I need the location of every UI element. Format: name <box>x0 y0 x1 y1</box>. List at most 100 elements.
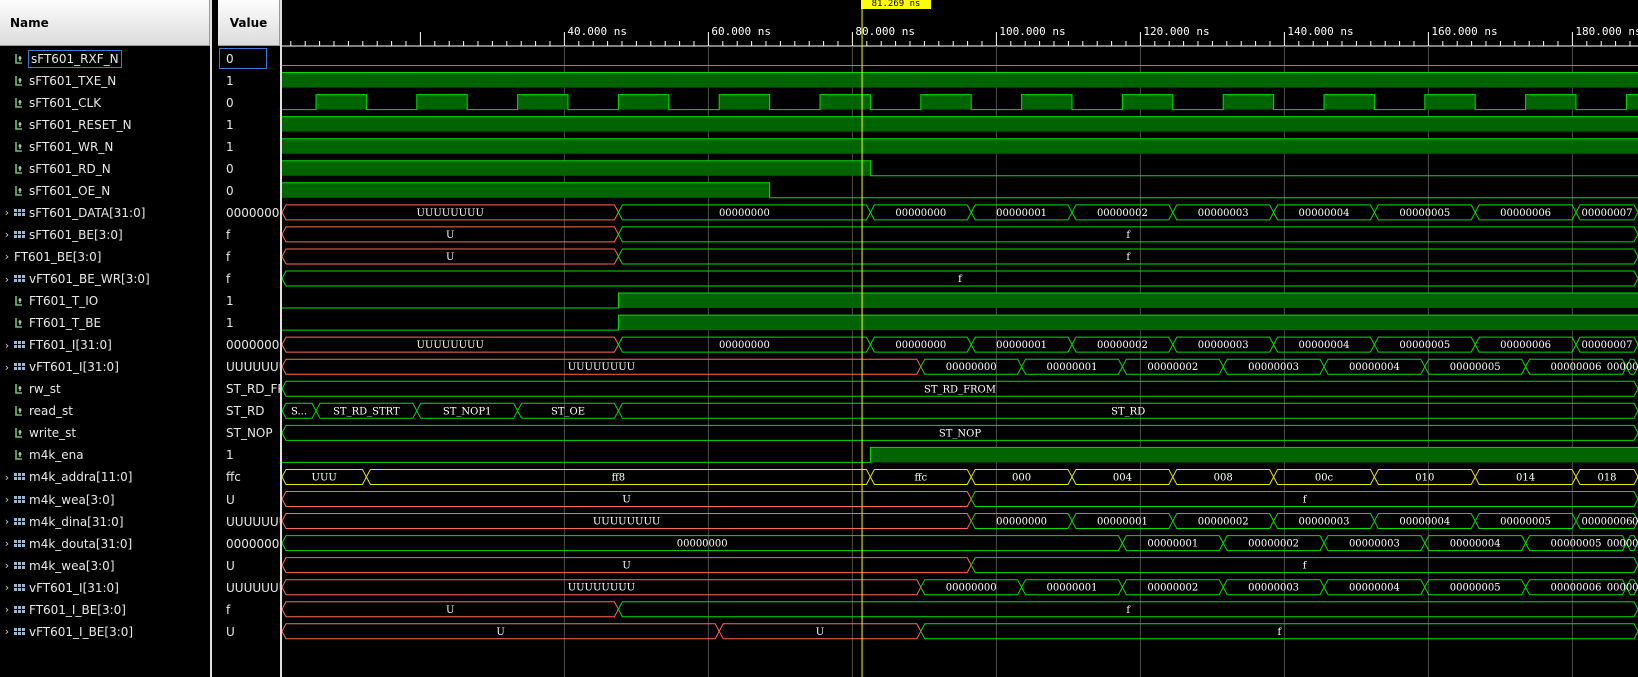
waveform-divider[interactable] <box>280 0 282 677</box>
expand-arrow-icon[interactable]: › <box>4 603 10 617</box>
signal-name: m4k_wea[3:0] <box>29 558 115 573</box>
expand-arrow-icon[interactable]: › <box>4 515 10 529</box>
value-column-header[interactable]: Value <box>218 0 280 46</box>
bus-segment <box>282 424 1638 441</box>
signal-row[interactable]: sFT601_CLK <box>0 91 101 114</box>
timeline-ruler <box>282 0 1638 46</box>
expand-arrow-icon[interactable]: › <box>4 338 10 352</box>
signal-name: m4k_ena <box>29 448 84 463</box>
signal-row[interactable]: rw_st <box>0 378 61 401</box>
signal-value: f <box>226 227 231 242</box>
bus-segment <box>1575 204 1638 221</box>
signal-value: 00000000 <box>226 536 280 551</box>
signal-row[interactable]: sFT601_RD_N <box>0 157 111 180</box>
bit-high-fill <box>1424 94 1476 110</box>
bus-segment <box>617 248 1638 265</box>
signal-row[interactable]: sFT601_RESET_N <box>0 113 132 136</box>
signal-value: ffc <box>226 470 241 485</box>
signal-row[interactable]: › FT601_I_BE[3:0] <box>0 598 126 621</box>
bus-value-label: 00000000 <box>996 517 1047 528</box>
bus-value-label: 00000000 <box>895 208 946 219</box>
signal-row[interactable]: › m4k_douta[31:0] <box>0 532 132 555</box>
bus-value-label: U <box>816 627 824 638</box>
bit-signal-icon <box>14 119 26 131</box>
signal-row[interactable]: sFT601_RXF_N <box>0 47 122 70</box>
column-divider[interactable] <box>210 0 212 677</box>
bus-value-label: f <box>1278 627 1283 638</box>
expand-arrow-icon[interactable]: › <box>4 559 10 573</box>
bus-value-label: 00000006 <box>1551 362 1602 373</box>
signal-row[interactable]: sFT601_TXE_N <box>0 69 116 92</box>
bus-value-label: 00000007 <box>1582 340 1633 351</box>
signal-row[interactable]: › m4k_wea[3:0] <box>0 554 115 577</box>
bus-value-label: UUUUUUUU <box>568 362 635 373</box>
signal-value: 1 <box>226 117 234 132</box>
bus-value-label: f <box>1126 230 1131 241</box>
expand-arrow-icon[interactable]: › <box>4 537 10 551</box>
bit-high-fill <box>282 182 770 198</box>
signal-row[interactable]: › sFT601_BE[3:0] <box>0 223 123 246</box>
bit-signal-icon <box>14 53 26 65</box>
signal-row[interactable]: › vFT601_I[31:0] <box>0 356 119 379</box>
expand-arrow-icon[interactable]: › <box>4 206 10 220</box>
bus-value-label: 00000000 <box>677 539 728 550</box>
signal-name: FT601_BE[3:0] <box>14 249 102 264</box>
bus-value-label: 00000002 <box>1248 539 1299 550</box>
signal-row[interactable]: › m4k_addra[11:0] <box>0 466 133 489</box>
signal-name: rw_st <box>29 382 61 397</box>
signal-value: UUUUUUUU <box>226 514 280 529</box>
signal-name: vFT601_BE_WR[3:0] <box>29 272 150 286</box>
signal-name: FT601_I_BE[3:0] <box>29 602 126 617</box>
signal-row[interactable]: m4k_ena <box>0 444 84 467</box>
signal-row[interactable]: › m4k_dina[31:0] <box>0 510 124 533</box>
bit-signal-icon <box>14 427 26 439</box>
signal-row[interactable]: › FT601_I[31:0] <box>0 334 112 357</box>
signal-row[interactable]: FT601_T_BE <box>0 312 101 335</box>
bus-value-label: 00000004 <box>1349 362 1400 373</box>
expand-arrow-icon[interactable]: › <box>4 625 10 639</box>
bit-high-fill <box>618 315 1638 331</box>
signal-name: FT601_T_BE <box>29 316 102 331</box>
signal-row[interactable]: › vFT601_BE_WR[3:0] <box>0 268 150 291</box>
signal-row[interactable]: › FT601_BE[3:0] <box>0 245 102 268</box>
expand-arrow-icon[interactable]: › <box>4 581 10 595</box>
expand-arrow-icon[interactable]: › <box>4 470 10 484</box>
bus-value-label: 00000001 <box>1147 539 1198 550</box>
bus-value-label: 00000004 <box>1299 340 1350 351</box>
bus-value-label: 004 <box>1113 472 1132 483</box>
bit-signal-icon <box>14 295 26 307</box>
signal-row[interactable]: › sFT601_DATA[31:0] <box>0 201 146 224</box>
bit-high-fill <box>1626 94 1638 110</box>
tick-label: 120.000 ns <box>1143 25 1209 38</box>
name-column-header[interactable]: Name <box>0 0 210 46</box>
bus-segment <box>970 491 1638 507</box>
signal-row[interactable]: › vFT601_I_BE[3:0] <box>0 620 133 643</box>
cursor-time-label[interactable]: 81.269 ns <box>861 0 932 9</box>
expand-arrow-icon[interactable]: › <box>4 272 10 286</box>
signal-row[interactable]: sFT601_OE_N <box>0 179 110 202</box>
signal-row[interactable]: sFT601_WR_N <box>0 135 113 158</box>
expand-arrow-icon[interactable]: › <box>4 493 10 506</box>
bit-high-fill <box>517 94 568 110</box>
waveform-canvas[interactable]: 40.000 ns 60.000 ns 80.000 ns 100.000 ns 120… <box>282 0 1638 677</box>
bit-high-fill <box>618 293 1638 309</box>
bit-signal-icon <box>14 141 26 153</box>
expand-arrow-icon[interactable]: › <box>4 250 10 264</box>
tick-label: 180.000 ns <box>1575 25 1638 38</box>
signal-row[interactable]: FT601_T_IO <box>0 290 98 313</box>
bit-signal-icon <box>14 405 26 417</box>
signal-value: ST_RD_FROM <box>226 382 280 397</box>
signal-row[interactable]: › vFT601_I[31:0] <box>0 576 119 599</box>
tick-label: 80.000 ns <box>855 25 915 38</box>
bus-value-label: 00000003 <box>1248 583 1299 594</box>
signal-value: 1 <box>226 316 234 331</box>
signal-row[interactable]: read_st <box>0 400 73 423</box>
bit-signal-icon <box>14 163 26 175</box>
signal-row[interactable]: › m4k_wea[3:0] <box>0 488 115 511</box>
expand-arrow-icon[interactable]: › <box>4 228 10 242</box>
signal-row[interactable]: write_st <box>0 422 76 445</box>
bus-segment <box>1575 336 1638 353</box>
bit-trace <box>282 94 1638 111</box>
expand-arrow-icon[interactable]: › <box>4 360 10 374</box>
signal-value: f <box>226 249 231 264</box>
